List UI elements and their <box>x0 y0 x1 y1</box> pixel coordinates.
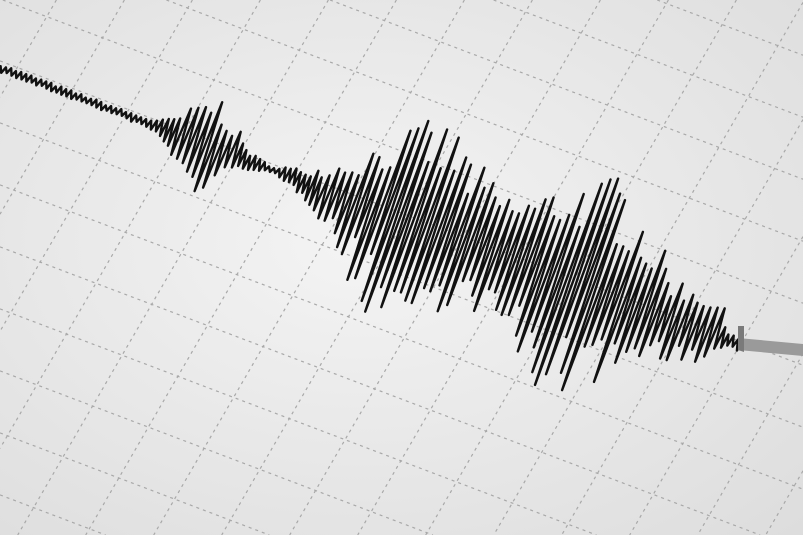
grid-line <box>153 0 465 535</box>
grid-line <box>0 246 761 535</box>
grid-line <box>493 0 803 118</box>
grid-line <box>221 0 533 535</box>
grid-line <box>166 0 803 242</box>
grid-line <box>0 184 803 490</box>
grid-line <box>17 0 329 535</box>
grid-line <box>0 0 193 332</box>
grid-line <box>561 119 803 535</box>
grid-line <box>629 236 803 535</box>
grid-line <box>0 0 261 449</box>
grid-line <box>0 370 434 535</box>
seismic-trace <box>0 65 742 392</box>
grid-line <box>329 0 803 180</box>
recording-needle <box>738 326 803 356</box>
grid-line <box>0 432 270 535</box>
grid-line <box>765 470 803 535</box>
grid-line <box>0 122 803 428</box>
grid-line <box>0 494 106 535</box>
grid-line <box>493 2 803 535</box>
grid-line <box>0 308 597 535</box>
grid-line <box>0 0 57 98</box>
grid-line <box>656 0 803 56</box>
grid-line <box>85 0 397 535</box>
